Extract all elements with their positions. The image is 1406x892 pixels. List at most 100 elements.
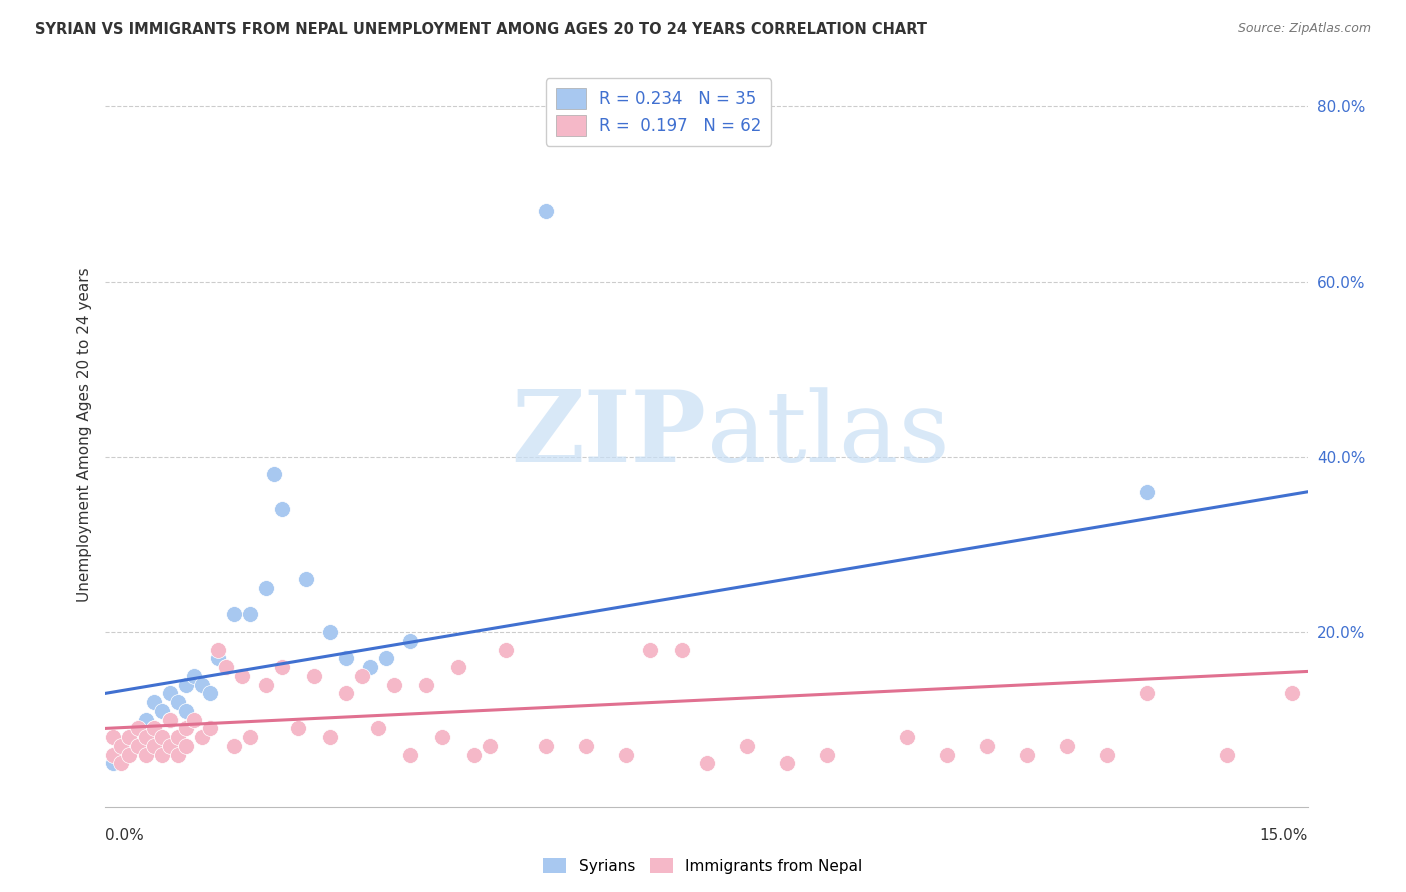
Y-axis label: Unemployment Among Ages 20 to 24 years: Unemployment Among Ages 20 to 24 years (76, 268, 91, 602)
Text: atlas: atlas (707, 387, 949, 483)
Point (198, 722, 221, 736)
Point (415, 677, 437, 691)
Point (127, 739, 149, 753)
Point (190, 677, 212, 691)
Point (1281, 686, 1303, 700)
Point (239, 730, 262, 744)
Point (142, 722, 165, 736)
Point (896, 730, 918, 744)
Point (479, 739, 502, 753)
Text: SYRIAN VS IMMIGRANTS FROM NEPAL UNEMPLOYMENT AMONG AGES 20 TO 24 YEARS CORRELATI: SYRIAN VS IMMIGRANTS FROM NEPAL UNEMPLOY… (35, 22, 927, 37)
Point (976, 739, 998, 753)
Point (166, 730, 188, 744)
Point (335, 686, 357, 700)
Point (534, 204, 557, 219)
Point (174, 739, 197, 753)
Point (135, 730, 157, 744)
Point (174, 704, 197, 718)
Point (270, 660, 292, 674)
Point (430, 730, 453, 744)
Point (367, 722, 389, 736)
Point (1136, 686, 1159, 700)
Point (1136, 484, 1159, 499)
Point (159, 739, 181, 753)
Point (399, 633, 422, 648)
Point (110, 756, 132, 771)
Point (263, 467, 285, 482)
Point (110, 739, 132, 753)
Point (616, 747, 638, 762)
Point (463, 747, 485, 762)
Point (254, 581, 277, 595)
Point (183, 669, 205, 683)
Point (214, 660, 236, 674)
Legend: R = 0.234   N = 35, R =  0.197   N = 62: R = 0.234 N = 35, R = 0.197 N = 62 (546, 78, 772, 145)
Point (359, 660, 381, 674)
Point (575, 739, 598, 753)
Point (295, 573, 318, 587)
Point (399, 747, 422, 762)
Point (222, 739, 245, 753)
Point (735, 739, 758, 753)
Text: Source: ZipAtlas.com: Source: ZipAtlas.com (1237, 22, 1371, 36)
Point (936, 747, 959, 762)
Point (254, 677, 277, 691)
Point (103, 747, 125, 762)
Point (1216, 747, 1239, 762)
Point (319, 625, 342, 640)
Point (150, 747, 173, 762)
Point (127, 739, 149, 753)
Point (118, 747, 141, 762)
Text: 0.0%: 0.0% (105, 828, 145, 843)
Point (214, 660, 236, 674)
Legend: Syrians, Immigrants from Nepal: Syrians, Immigrants from Nepal (537, 852, 869, 880)
Point (350, 669, 373, 683)
Point (159, 713, 181, 727)
Point (207, 651, 229, 665)
Point (1097, 747, 1119, 762)
Point (447, 660, 470, 674)
Point (222, 607, 245, 622)
Point (640, 642, 662, 657)
Point (142, 722, 165, 736)
Point (174, 722, 197, 736)
Point (127, 722, 149, 736)
Point (110, 747, 132, 762)
Point (159, 686, 181, 700)
Point (319, 730, 342, 744)
Point (118, 730, 141, 744)
Point (103, 730, 125, 744)
Point (127, 722, 149, 736)
Point (815, 747, 838, 762)
Text: 15.0%: 15.0% (1260, 828, 1308, 843)
Point (534, 739, 557, 753)
Point (696, 756, 718, 771)
Point (198, 686, 221, 700)
Point (142, 739, 165, 753)
Point (382, 677, 405, 691)
Point (159, 713, 181, 727)
Point (302, 669, 325, 683)
Point (135, 730, 157, 744)
Point (150, 730, 173, 744)
Point (976, 739, 998, 753)
Point (174, 677, 197, 691)
Point (118, 739, 141, 753)
Point (135, 747, 157, 762)
Point (135, 713, 157, 727)
Point (1017, 747, 1039, 762)
Text: ZIP: ZIP (512, 386, 707, 483)
Point (231, 669, 253, 683)
Point (495, 642, 517, 657)
Point (166, 695, 188, 709)
Point (118, 730, 141, 744)
Point (335, 651, 357, 665)
Point (1056, 739, 1078, 753)
Point (671, 642, 693, 657)
Point (207, 642, 229, 657)
Point (166, 747, 188, 762)
Point (374, 651, 398, 665)
Point (239, 607, 262, 622)
Point (183, 713, 205, 727)
Point (142, 695, 165, 709)
